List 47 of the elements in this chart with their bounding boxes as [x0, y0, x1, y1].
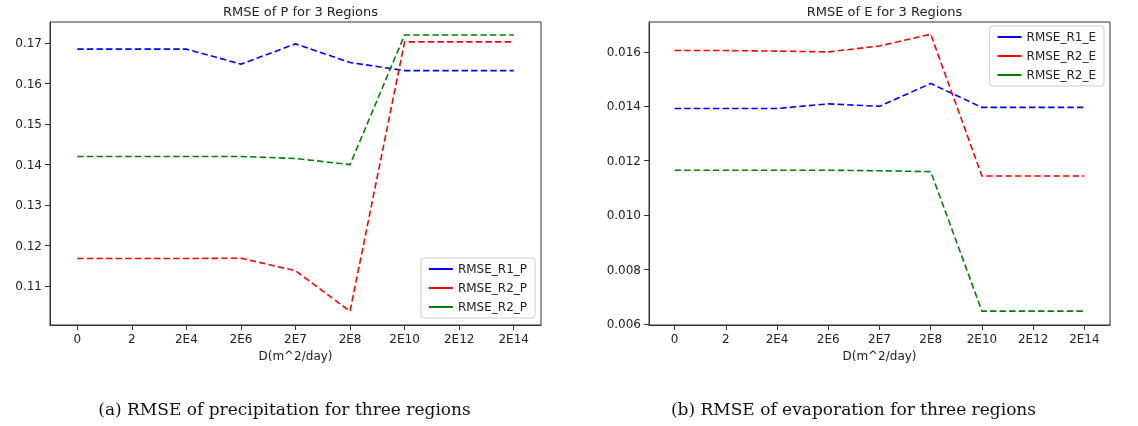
x-tick-label: 2E7 [868, 332, 891, 346]
x-axis-title: D(m^2/day) [258, 348, 333, 363]
x-tick-label: 2E8 [338, 332, 362, 346]
x-tick-label: 2E12 [443, 332, 475, 346]
legend-label: RMSE_R1_E [1026, 30, 1097, 44]
line-series [673, 169, 1086, 312]
x-tick-label: 2E10 [389, 332, 420, 346]
y-tick-label: 0.13 [15, 198, 42, 213]
x-tick-label: 0 [73, 332, 82, 346]
legend-label: RMSE_R1_P [457, 262, 528, 276]
x-tick-label: 0 [670, 332, 679, 346]
x-tick-label: 2 [128, 332, 136, 346]
y-tick-label: 0.14 [15, 157, 42, 172]
x-tick-label: 2E8 [919, 332, 943, 346]
x-tick-label: 2E14 [498, 332, 529, 346]
x-tick-label: 2E6 [816, 332, 840, 346]
x-tick-label: 2 [722, 332, 730, 346]
y-tick-label: 0.17 [15, 36, 42, 51]
x-axis-title: D(m^2/day) [842, 348, 917, 363]
line-series [76, 34, 515, 166]
y-tick-label: 0.010 [606, 208, 641, 223]
x-tick-label: 2E12 [1017, 332, 1049, 346]
legend-label: RMSE_R2_E [1026, 49, 1097, 63]
text: (a) RMSE of precipitation for three regions [98, 398, 471, 419]
x-tick-label: 2E10 [966, 332, 998, 346]
x-tick-label: 2E7 [284, 332, 307, 346]
y-tick-label: 0.12 [15, 238, 42, 253]
legend-label: RMSE_R2_E [1026, 68, 1097, 82]
y-tick-label: 0.16 [15, 76, 42, 91]
y-tick-label: 0.008 [606, 262, 641, 277]
x-tick-label: 2E4 [174, 332, 198, 346]
y-tick-label: 0.014 [606, 99, 641, 114]
y-tick-label: 0.006 [606, 316, 641, 331]
line-series [76, 43, 515, 72]
text: (b) RMSE of evaporation for three regions [670, 398, 1037, 419]
legend-label: RMSE_R2_P [457, 300, 528, 314]
y-tick-label: 0.016 [606, 44, 641, 59]
y-tick-label: 0.11 [15, 279, 42, 294]
x-tick-label: 2E4 [765, 332, 789, 346]
y-tick-label: 0.012 [606, 153, 641, 168]
chart-title: RMSE of P for 3 Regions [222, 4, 379, 19]
y-tick-label: 0.15 [15, 117, 42, 132]
x-tick-label: 2E14 [1069, 332, 1100, 346]
x-tick-label: 2E6 [229, 332, 253, 346]
legend-label: RMSE_R2_P [457, 281, 528, 295]
line-series [673, 82, 1086, 110]
chart-title: RMSE of E for 3 Regions [806, 4, 963, 19]
